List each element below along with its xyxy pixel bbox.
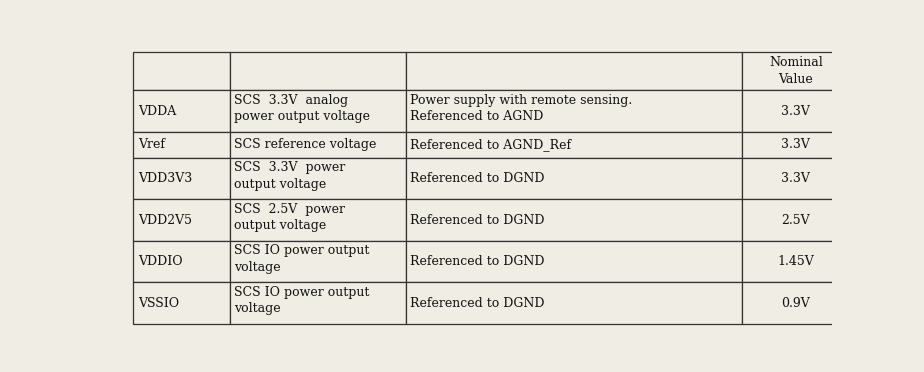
- Text: 2.5V: 2.5V: [782, 214, 810, 227]
- Text: VDDIO: VDDIO: [138, 255, 182, 268]
- Text: 3.3V: 3.3V: [782, 138, 810, 151]
- Bar: [742, 158, 849, 199]
- Bar: [406, 199, 742, 241]
- Bar: [406, 158, 742, 199]
- Bar: [742, 90, 849, 132]
- Bar: [742, 241, 849, 282]
- Text: Referenced to AGND_Ref: Referenced to AGND_Ref: [410, 138, 571, 151]
- Bar: [133, 52, 230, 90]
- Text: SCS IO power output
voltage: SCS IO power output voltage: [235, 244, 370, 274]
- Text: 3.3V: 3.3V: [782, 172, 810, 185]
- Text: VDDA: VDDA: [138, 105, 176, 118]
- Bar: [133, 282, 230, 324]
- Text: Vref: Vref: [138, 138, 164, 151]
- Text: Referenced to DGND: Referenced to DGND: [410, 172, 544, 185]
- Text: SCS IO power output
voltage: SCS IO power output voltage: [235, 286, 370, 315]
- Text: 0.9V: 0.9V: [782, 296, 810, 310]
- Bar: [230, 282, 406, 324]
- Text: VSSIO: VSSIO: [138, 296, 179, 310]
- Text: Referenced to DGND: Referenced to DGND: [410, 296, 544, 310]
- Bar: [133, 241, 230, 282]
- Text: VDD3V3: VDD3V3: [138, 172, 192, 185]
- Text: SCS  2.5V  power
output voltage: SCS 2.5V power output voltage: [235, 203, 346, 232]
- Text: Power supply with remote sensing.
Referenced to AGND: Power supply with remote sensing. Refere…: [410, 94, 632, 124]
- Bar: [230, 52, 406, 90]
- Bar: [133, 90, 230, 132]
- Text: Referenced to DGND: Referenced to DGND: [410, 255, 544, 268]
- Text: SCS  3.3V  analog
power output voltage: SCS 3.3V analog power output voltage: [235, 94, 371, 124]
- Text: 1.45V: 1.45V: [777, 255, 814, 268]
- Bar: [742, 199, 849, 241]
- Bar: [406, 241, 742, 282]
- Text: Referenced to DGND: Referenced to DGND: [410, 214, 544, 227]
- Text: 3.3V: 3.3V: [782, 105, 810, 118]
- Bar: [230, 132, 406, 158]
- Bar: [133, 199, 230, 241]
- Bar: [742, 282, 849, 324]
- Bar: [230, 241, 406, 282]
- Text: Nominal
Value: Nominal Value: [769, 57, 822, 86]
- Bar: [230, 90, 406, 132]
- Bar: [742, 52, 849, 90]
- Bar: [133, 132, 230, 158]
- Bar: [406, 132, 742, 158]
- Bar: [742, 132, 849, 158]
- Bar: [406, 282, 742, 324]
- Bar: [133, 158, 230, 199]
- Text: VDD2V5: VDD2V5: [138, 214, 191, 227]
- Bar: [230, 158, 406, 199]
- Bar: [230, 199, 406, 241]
- Bar: [406, 52, 742, 90]
- Text: SCS reference voltage: SCS reference voltage: [235, 138, 377, 151]
- Bar: [406, 90, 742, 132]
- Text: SCS  3.3V  power
output voltage: SCS 3.3V power output voltage: [235, 161, 346, 191]
